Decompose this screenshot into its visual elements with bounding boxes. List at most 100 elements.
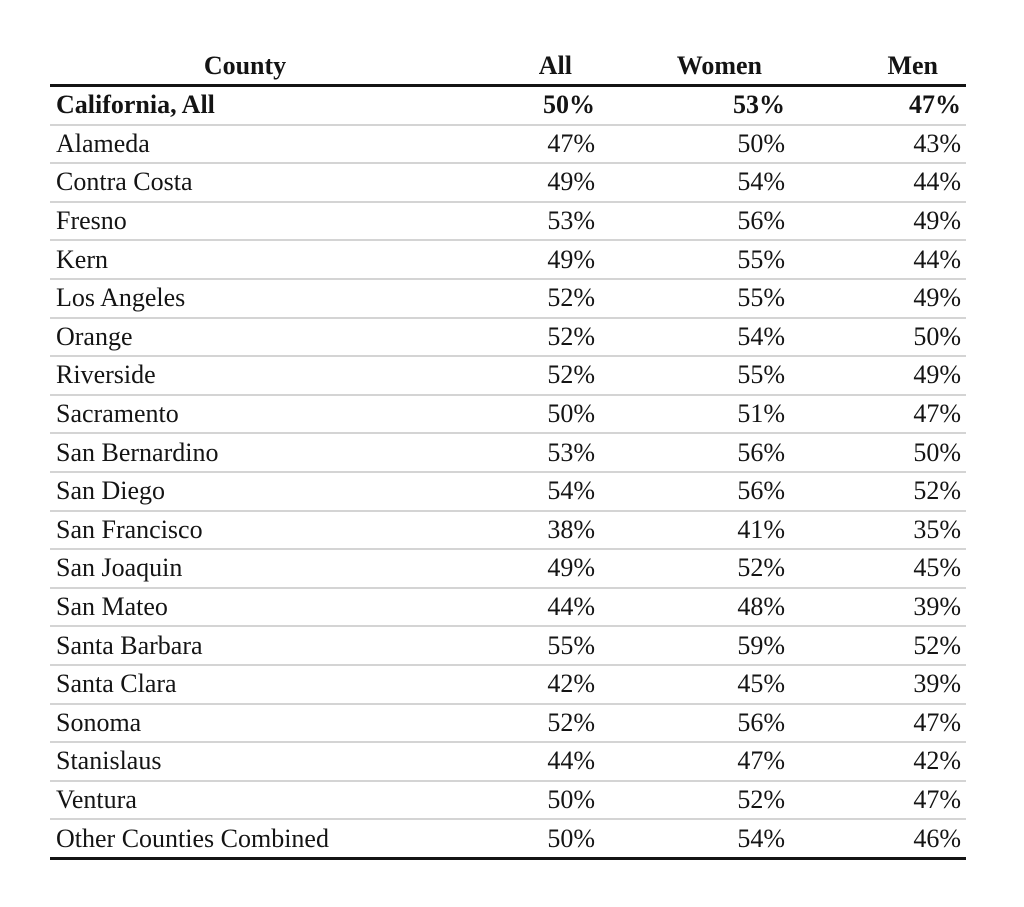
men-cell: 42% — [790, 741, 966, 781]
all-cell: 53% — [440, 432, 600, 472]
table-row: Riverside 52% 55% 49% — [50, 355, 966, 395]
header-all: All — [440, 48, 600, 87]
men-cell: 50% — [790, 432, 966, 472]
men-cell: 44% — [790, 239, 966, 279]
table-row: Stanislaus 44% 47% 42% — [50, 741, 966, 781]
men-cell: 47% — [790, 779, 966, 820]
women-cell: 54% — [600, 818, 790, 859]
table-row: Alameda 47% 50% 43% — [50, 123, 966, 164]
county-cell: Fresno — [50, 200, 440, 241]
table-row: San Francisco 38% 41% 35% — [50, 509, 966, 550]
header-men: Men — [790, 48, 966, 87]
county-cell: San Mateo — [50, 586, 440, 627]
men-cell: 39% — [790, 663, 966, 704]
men-cell: 47% — [909, 90, 961, 120]
women-cell: 55% — [600, 239, 790, 279]
header-women: Women — [600, 48, 790, 87]
all-cell: 52% — [440, 702, 600, 743]
all-cell: 47% — [440, 123, 600, 164]
men-cell: 35% — [790, 509, 966, 550]
women-cell: 51% — [600, 393, 790, 434]
table-body: California, All 50% 53% 47% Alameda 47% 50% 43%… — [50, 86, 966, 859]
table-row: Los Angeles 52% 55% 49% — [50, 277, 966, 318]
all-cell: 50% — [440, 818, 600, 859]
table-row: Contra Costa 49% 54% 44% — [50, 162, 966, 202]
women-cell: 53% — [733, 90, 785, 120]
men-cell: 52% — [790, 625, 966, 665]
table-row: Sacramento 50% 51% 47% — [50, 393, 966, 434]
all-cell: 50% — [440, 393, 600, 434]
women-cell: 59% — [600, 625, 790, 665]
table-row: Other Counties Combined 50% 54% 46% — [50, 818, 966, 859]
header-row: County All Women Men — [50, 48, 966, 87]
county-cell: Kern — [50, 239, 440, 279]
table-row: Santa Clara 42% 45% 39% — [50, 663, 966, 704]
table-row: Ventura 50% 52% 47% — [50, 779, 966, 820]
county-cell: San Joaquin — [50, 548, 440, 588]
table-row: California, All 50% 53% 47% — [50, 86, 966, 125]
county-cell: California, All — [56, 90, 215, 120]
county-cell: San Francisco — [50, 509, 440, 550]
women-cell: 47% — [600, 741, 790, 781]
all-cell: 42% — [440, 663, 600, 704]
table-row: Kern 49% 55% 44% — [50, 239, 966, 279]
county-cell: Other Counties Combined — [50, 818, 440, 859]
men-cell: 39% — [790, 586, 966, 627]
table-row: San Mateo 44% 48% 39% — [50, 586, 966, 627]
table-row: San Joaquin 49% 52% 45% — [50, 548, 966, 588]
women-cell: 55% — [600, 355, 790, 395]
women-cell: 50% — [600, 123, 790, 164]
county-cell: Santa Barbara — [50, 625, 440, 665]
county-cell: Stanislaus — [50, 741, 440, 781]
men-cell: 52% — [790, 470, 966, 511]
all-cell: 55% — [440, 625, 600, 665]
women-cell: 45% — [600, 663, 790, 704]
county-cell: Santa Clara — [50, 663, 440, 704]
women-cell: 56% — [600, 200, 790, 241]
women-cell: 54% — [600, 316, 790, 357]
women-cell: 56% — [600, 702, 790, 743]
all-cell: 53% — [440, 200, 600, 241]
county-percentages-table: County All Women Men California, All 50% 5… — [50, 48, 966, 860]
all-cell: 49% — [440, 548, 600, 588]
men-cell: 43% — [790, 123, 966, 164]
table-row: Sonoma 52% 56% 47% — [50, 702, 966, 743]
table-row: Santa Barbara 55% 59% 52% — [50, 625, 966, 665]
all-cell: 54% — [440, 470, 600, 511]
table-row: San Bernardino 53% 56% 50% — [50, 432, 966, 472]
men-cell: 49% — [790, 277, 966, 318]
women-cell: 56% — [600, 432, 790, 472]
men-cell: 46% — [790, 818, 966, 859]
table-row: Orange 52% 54% 50% — [50, 316, 966, 357]
county-cell: Orange — [50, 316, 440, 357]
table-figure: County All Women Men California, All 50% 5… — [50, 48, 966, 860]
county-cell: Alameda — [50, 123, 440, 164]
men-cell: 50% — [790, 316, 966, 357]
county-cell: Contra Costa — [50, 162, 440, 202]
all-cell: 50% — [543, 90, 595, 120]
women-cell: 52% — [600, 548, 790, 588]
all-cell: 38% — [440, 509, 600, 550]
header-county: County — [50, 48, 440, 87]
men-cell: 45% — [790, 548, 966, 588]
all-cell: 49% — [440, 239, 600, 279]
county-cell: Los Angeles — [50, 277, 440, 318]
county-cell: Ventura — [50, 779, 440, 820]
women-cell: 52% — [600, 779, 790, 820]
county-cell: Riverside — [50, 355, 440, 395]
all-cell: 52% — [440, 277, 600, 318]
table-row: San Diego 54% 56% 52% — [50, 470, 966, 511]
men-cell: 47% — [790, 702, 966, 743]
men-cell: 49% — [790, 355, 966, 395]
county-cell: Sonoma — [50, 702, 440, 743]
women-cell: 48% — [600, 586, 790, 627]
men-cell: 49% — [790, 200, 966, 241]
women-cell: 41% — [600, 509, 790, 550]
all-cell: 50% — [440, 779, 600, 820]
men-cell: 44% — [790, 162, 966, 202]
county-cell: San Bernardino — [50, 432, 440, 472]
table-row: Fresno 53% 56% 49% — [50, 200, 966, 241]
all-cell: 52% — [440, 355, 600, 395]
all-cell: 44% — [440, 586, 600, 627]
women-cell: 56% — [600, 470, 790, 511]
